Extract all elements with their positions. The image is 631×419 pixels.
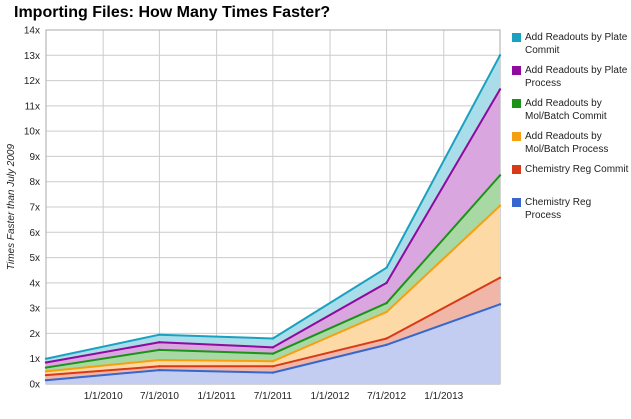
series-area-5: [46, 304, 500, 384]
legend-swatch: [512, 198, 521, 207]
data-point-5-2: [271, 371, 275, 374]
y-tick-label: 7x: [29, 203, 40, 214]
y-tick-label: 2x: [29, 329, 40, 340]
data-point-4-1: [158, 365, 161, 368]
data-point-4-0: [44, 373, 48, 377]
x-tick-label: 7/1/2010: [140, 391, 179, 402]
x-tick-label: 7/1/2012: [367, 391, 406, 402]
data-point-3-4: [498, 204, 502, 207]
legend-label: Add Readouts by Plate Commit: [525, 32, 628, 56]
x-tick-label: 1/1/2012: [311, 391, 350, 402]
y-tick-label: 10x: [24, 127, 40, 138]
y-tick-label: 0x: [29, 380, 40, 391]
data-point-1-4: [498, 88, 502, 91]
data-point-5-3: [385, 343, 388, 347]
data-point-2-1: [158, 348, 161, 352]
data-point-0-2: [271, 337, 275, 340]
data-point-5-0: [44, 379, 48, 382]
y-tick-label: 6x: [29, 228, 40, 239]
data-point-3-0: [44, 370, 48, 373]
data-point-5-4: [498, 303, 502, 306]
data-point-2-2: [271, 352, 275, 355]
data-point-0-1: [158, 333, 161, 336]
data-point-5-1: [158, 368, 161, 372]
data-point-1-2: [271, 346, 275, 349]
y-tick-label: 5x: [29, 253, 40, 264]
data-point-1-1: [158, 341, 161, 344]
data-point-0-3: [385, 266, 388, 269]
data-point-1-3: [385, 281, 388, 285]
x-tick-label: 1/1/2013: [424, 391, 463, 402]
y-tick-label: 4x: [29, 278, 40, 289]
data-point-3-3: [385, 310, 388, 314]
data-point-3-2: [271, 360, 275, 363]
legend-label: Add Readouts by Plate Process: [525, 65, 628, 89]
legend-swatch: [512, 66, 521, 75]
x-tick-label: 1/1/2010: [84, 391, 123, 402]
data-point-1-0: [44, 361, 48, 364]
data-point-2-4: [498, 174, 502, 177]
data-point-4-3: [385, 337, 388, 340]
legend-swatch: [512, 165, 521, 174]
data-point-0-4: [498, 54, 502, 57]
y-tick-label: 8x: [29, 177, 40, 188]
data-point-4-4: [498, 276, 502, 279]
y-tick-label: 13x: [24, 51, 40, 62]
data-point-2-3: [385, 301, 388, 305]
legend-swatch: [512, 99, 521, 108]
y-tick-label: 12x: [24, 76, 40, 87]
legend-label: Add Readouts by Mol/Batch Process: [525, 131, 609, 155]
legend-swatch: [512, 33, 521, 42]
y-tick-label: 11x: [25, 101, 40, 112]
y-tick-label: 9x: [29, 152, 40, 163]
data-point-4-2: [271, 365, 275, 368]
y-axis-label: Times Faster than July 2009: [6, 144, 17, 271]
chart-title: Importing Files: How Many Times Faster?: [14, 4, 331, 21]
data-point-0-0: [44, 357, 48, 360]
data-point-3-1: [158, 358, 161, 362]
data-point-2-0: [44, 366, 48, 369]
x-tick-label: 1/1/2011: [198, 391, 237, 402]
legend-label: Chemistry Reg Process: [525, 197, 592, 221]
legend-label: Chemistry Reg Commit: [525, 164, 629, 175]
y-tick-label: 1x: [29, 354, 40, 365]
legend-swatch: [512, 132, 521, 141]
series-group: [44, 54, 502, 385]
y-tick-label: 14x: [24, 26, 40, 37]
y-tick-label: 3x: [29, 304, 40, 315]
x-tick-label: 7/1/2011: [254, 391, 293, 402]
legend-label: Add Readouts by Mol/Batch Commit: [525, 98, 607, 122]
